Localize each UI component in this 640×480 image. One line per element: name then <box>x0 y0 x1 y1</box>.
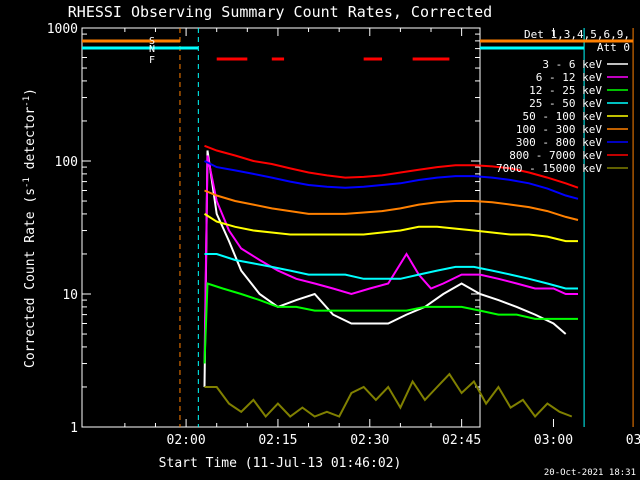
series-line <box>203 282 578 364</box>
series-line <box>204 372 573 419</box>
series-group <box>203 144 579 419</box>
flag-letter-n: N <box>149 44 155 55</box>
series-line <box>204 144 579 189</box>
series-line <box>203 213 578 243</box>
legend-header-line2: Att 0 <box>597 41 630 54</box>
x-tick-label: 03:15 <box>626 433 640 448</box>
y-axis: 1 10 100 1000 <box>47 22 480 436</box>
y-tick-label: 1 <box>70 421 78 436</box>
legend-label: 12 - 25 keV <box>529 84 602 97</box>
y-tick-label: 1000 <box>47 22 78 37</box>
x-axis: 02:00 02:15 02:30 02:45 03:00 03:15 <box>124 28 640 448</box>
flag-bars: SNF <box>82 36 634 66</box>
flag-letter-s: S <box>149 36 155 47</box>
legend-label: 100 - 300 keV <box>516 123 602 136</box>
y-axis-label-end: ) <box>23 88 38 96</box>
plot-frame <box>81 27 481 428</box>
legend-label: 800 - 7000 keV <box>509 149 602 162</box>
y-axis-label-main: Corrected Count Rate (s <box>23 188 38 368</box>
legend-label: 25 - 50 keV <box>529 97 602 110</box>
x-tick-label: 02:15 <box>258 433 297 448</box>
footer-date: 20-Oct-2021 18:31 <box>544 468 636 478</box>
legend-label: 6 - 12 keV <box>536 71 603 84</box>
y-tick-label: 100 <box>55 155 78 170</box>
y-axis-label: Corrected Count Rate (s-1 detector-1) <box>22 88 38 368</box>
x-axis-label: Start Time (11-Jul-13 01:46:02) <box>159 456 402 471</box>
flag-letter-f: F <box>149 55 155 66</box>
legend-label: 300 - 800 keV <box>516 136 602 149</box>
legend-label: 50 - 100 keV <box>523 110 603 123</box>
legend-label: 3 - 6 keV <box>542 58 602 71</box>
chart-title: RHESSI Observing Summary Count Rates, Co… <box>68 3 492 21</box>
y-axis-label-sup1: -1 <box>22 177 32 188</box>
x-tick-label: 03:00 <box>534 433 573 448</box>
y-axis-label-sup2: -1 <box>22 96 32 107</box>
series-line <box>203 155 578 364</box>
series-line <box>204 189 579 221</box>
series-line <box>204 160 579 200</box>
legend-label: 7000 - 15000 keV <box>496 162 602 175</box>
x-tick-label: 02:45 <box>442 433 481 448</box>
x-tick-label: 02:30 <box>350 433 389 448</box>
x-tick-label: 02:00 <box>167 433 206 448</box>
status-lines <box>179 28 634 427</box>
series-line <box>204 253 578 290</box>
legend-header-line1: Det 1,3,4,5,6,9, <box>524 28 630 41</box>
y-tick-label: 10 <box>62 288 78 303</box>
y-axis-label-mid: detector <box>23 107 38 178</box>
